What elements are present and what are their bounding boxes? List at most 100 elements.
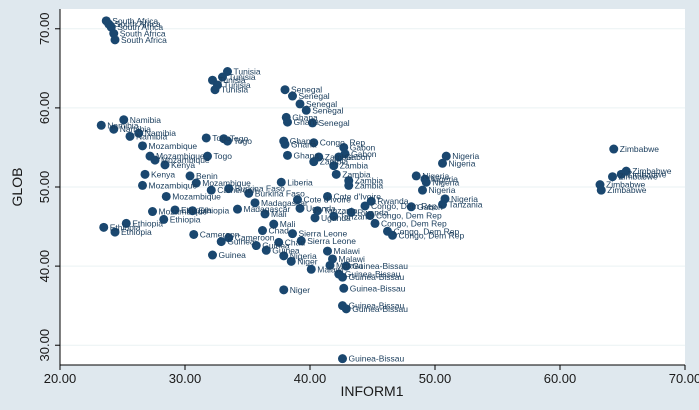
data-point-label: Mozambique	[156, 151, 205, 161]
data-point-label: Zimbabwe	[632, 166, 671, 176]
data-point-label: Namibia	[136, 131, 167, 141]
x-tick-label: 70.00	[669, 371, 699, 386]
data-point-label: Congo, Rep	[320, 138, 366, 148]
data-point-label: Tanzania	[340, 211, 374, 221]
data-point	[370, 218, 380, 228]
data-point-label: Guinea-Bissau	[352, 261, 408, 271]
data-point-label: Malawi	[339, 254, 366, 264]
data-point	[203, 151, 212, 161]
data-point	[208, 250, 217, 260]
data-point-label: Ghana	[294, 150, 320, 160]
data-point	[296, 236, 306, 246]
data-point-label: Mozambique	[149, 180, 198, 190]
data-point-label: Nigeria	[449, 158, 476, 168]
data-point-label: Guinea	[272, 245, 300, 255]
data-point-label: Benin	[196, 171, 218, 181]
x-tick-label: 60.00	[544, 371, 577, 386]
y-axis-title: GLOB	[9, 168, 25, 207]
data-point-label: Uganda	[306, 203, 336, 213]
data-point-label: Namibia	[107, 120, 138, 130]
data-point	[283, 117, 292, 127]
data-point-label: Guinea-Bissau	[349, 354, 405, 364]
data-point-label: Niger	[290, 285, 310, 295]
data-point	[125, 131, 135, 141]
data-point-label: Cote d'Ivoire	[334, 191, 382, 201]
data-point	[295, 203, 305, 213]
data-point-label: Senegal	[312, 105, 343, 115]
data-point	[411, 171, 421, 181]
data-point-label: Congo, Dem Rep	[371, 201, 437, 211]
data-point-label: Tunisia	[219, 75, 246, 85]
data-point-label: Uganda	[321, 213, 351, 223]
data-point	[191, 178, 201, 188]
data-point-label: Mozambique	[161, 155, 210, 165]
y-tick-label: 70.00	[37, 13, 52, 46]
data-point	[365, 210, 375, 220]
data-point	[596, 185, 606, 195]
data-point	[283, 150, 292, 160]
data-point-label: Zimbabwe	[607, 185, 646, 195]
data-point-label: Senegal	[291, 85, 322, 95]
data-point-label: Zambia	[325, 152, 354, 162]
y-tick-label: 30.00	[37, 329, 52, 362]
data-point-label: Mozambique	[172, 191, 221, 201]
data-point-label: South Africa	[117, 22, 163, 32]
data-point-label: Togo	[214, 151, 233, 161]
data-point-label: Zambia	[355, 180, 384, 190]
data-point-label: Kenya	[171, 160, 195, 170]
data-point-label: Congo, Dem Rep	[376, 210, 442, 220]
data-point-label: Malawi	[334, 246, 361, 256]
data-point-label: Gabon	[351, 149, 377, 159]
data-point-label: Tunisia	[234, 66, 261, 76]
x-axis-title: INFORM1	[341, 383, 404, 399]
data-point-label: South Africa	[115, 19, 161, 29]
data-point-label: Ghana	[294, 117, 320, 127]
data-point	[185, 171, 195, 181]
data-point	[110, 35, 120, 45]
data-point	[301, 105, 311, 115]
data-point-label: Zambia	[320, 157, 349, 167]
data-point-label: Niger	[297, 256, 317, 266]
data-point	[223, 136, 232, 146]
data-point-label: Rwanda	[377, 196, 408, 206]
data-point-label: Nigeria	[431, 174, 458, 184]
data-point-label: Ethiopia	[181, 205, 212, 215]
data-point-label: Mozambique	[149, 141, 198, 151]
data-point	[201, 133, 211, 143]
data-point	[306, 264, 316, 274]
data-point-label: Ghana	[292, 112, 318, 122]
data-point	[138, 141, 147, 151]
data-point-label: Ghana	[291, 139, 317, 149]
data-points	[96, 16, 631, 364]
data-point-label: Madagascar	[261, 198, 308, 208]
data-point-label: Ethiopia	[199, 206, 230, 216]
data-point-label: Congo, Dem Rep	[394, 226, 460, 236]
data-point-label: Cameroon	[235, 233, 275, 243]
data-point-label: Namibia	[130, 115, 161, 125]
data-point-label: Togo	[230, 134, 249, 144]
data-point-label: Mali	[280, 219, 296, 229]
data-point	[206, 185, 216, 195]
data-point	[323, 191, 332, 201]
data-point	[441, 151, 451, 161]
data-point-label: Togo	[212, 133, 231, 143]
data-point	[334, 152, 344, 162]
data-point	[119, 115, 129, 125]
data-point	[210, 85, 220, 95]
data-point-label: Mozambique	[202, 178, 251, 188]
data-point-label: Tanzania	[449, 199, 483, 209]
data-point	[360, 201, 370, 211]
data-point	[609, 144, 619, 154]
data-point	[388, 230, 397, 240]
data-point-label: Rwanda	[357, 207, 388, 217]
data-point-label: Gabon	[350, 142, 376, 152]
data-point	[616, 169, 626, 179]
data-point-label: Tunisia	[221, 85, 248, 95]
data-point	[295, 99, 305, 109]
data-point	[258, 226, 267, 236]
data-point-label: Zimbabwe	[620, 144, 659, 154]
y-tick-label: 60.00	[37, 92, 52, 125]
data-point	[134, 128, 144, 138]
data-point-label: Madagascar	[244, 204, 291, 214]
